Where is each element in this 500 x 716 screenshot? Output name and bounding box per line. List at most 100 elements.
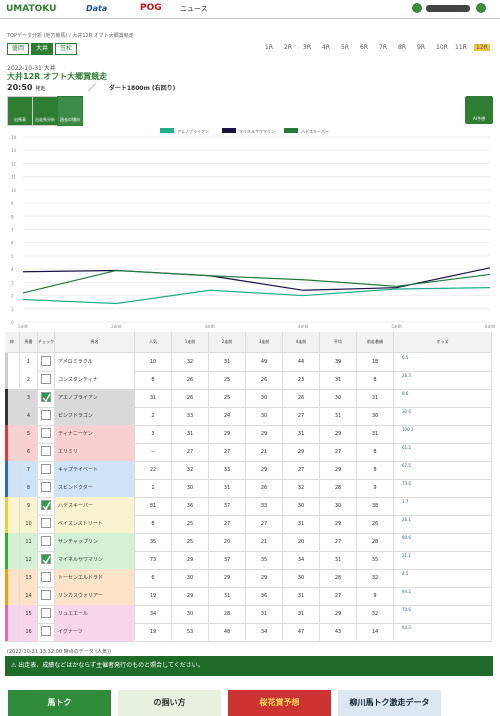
header-cell: 4走前 (283, 332, 320, 352)
checkbox[interactable] (38, 515, 55, 533)
race-number[interactable]: 11R (455, 44, 467, 51)
horse-number: 14 (20, 587, 38, 605)
stat-cell: 21 (246, 533, 283, 551)
checkbox[interactable] (38, 533, 55, 551)
race-number[interactable]: 10R (436, 44, 448, 51)
checkbox[interactable] (38, 389, 55, 407)
horse-name[interactable]: スピンドクター (55, 479, 135, 497)
check-box[interactable] (41, 536, 51, 546)
nav-data[interactable]: Data (86, 4, 108, 13)
x-tick-label: 5走前 (391, 323, 402, 328)
check-box[interactable] (41, 356, 51, 366)
horse-name[interactable]: マイネルサワマリン (55, 551, 135, 569)
timestamp: (2022-10-31 13:32:00 時点のデータ (人気)) (7, 649, 112, 655)
table-row: 16 イグナーツ 19 53 48 34 47 43 14 94.3 (5, 623, 492, 642)
legend-swatch (160, 128, 174, 133)
venue-tab[interactable]: 笠松 (55, 43, 77, 55)
odds-note: 70.6 (394, 605, 492, 623)
race-number[interactable]: 4R (322, 44, 330, 51)
horse-name[interactable]: イグナーツ (55, 623, 135, 641)
check-box[interactable] (41, 410, 51, 420)
horse-number: 1 (20, 353, 38, 371)
menu-button[interactable]: 出走馬分析 (32, 96, 58, 126)
banner[interactable]: 柳川馬トク激走データ (338, 690, 441, 716)
horse-name[interactable]: ベイスンストリート (55, 515, 135, 533)
horse-name[interactable]: サンチャップリン (55, 533, 135, 551)
horse-name[interactable]: エリミリ (55, 443, 135, 461)
stat-cell: 26 (172, 389, 209, 407)
horse-name[interactable]: コンスタンティナ (55, 371, 135, 389)
stat-cell: 30 (246, 407, 283, 425)
odds-note: 26.3 (394, 371, 492, 389)
checkbox[interactable] (38, 569, 55, 587)
checkbox[interactable] (38, 353, 55, 371)
check-box[interactable] (41, 500, 51, 511)
stat-cell: 37 (209, 551, 246, 569)
check-box[interactable] (41, 446, 51, 456)
race-number[interactable]: 8R (398, 44, 406, 51)
stat-cell: 6 (135, 569, 172, 587)
race-number[interactable]: 6R (360, 44, 368, 51)
nav-pog[interactable]: POG (140, 3, 162, 13)
menu-icon[interactable] (476, 3, 486, 13)
check-box[interactable] (41, 518, 51, 528)
ai-button[interactable]: AI予想 (465, 96, 493, 124)
check-box[interactable] (41, 590, 51, 600)
check-box[interactable] (41, 626, 51, 636)
checkbox[interactable] (38, 497, 55, 515)
checkbox[interactable] (38, 371, 55, 389)
check-box[interactable] (41, 572, 51, 582)
check-box[interactable] (41, 428, 51, 438)
venue-tab[interactable]: 盛岡 (7, 43, 29, 55)
horse-name[interactable]: キャプテイベート (55, 461, 135, 479)
stat-cell: 25 (172, 515, 209, 533)
horse-name[interactable]: リンカスウォリアー (55, 587, 135, 605)
venue-tab[interactable]: 大井 (31, 43, 53, 55)
check-box[interactable] (41, 554, 51, 565)
horse-name[interactable]: アエノブライアン (55, 389, 135, 407)
banner[interactable]: の掴い方 (118, 690, 221, 716)
check-box[interactable] (41, 374, 51, 384)
horse-name[interactable]: トーセンエルドラド (55, 569, 135, 587)
nav-news[interactable]: ニュース (180, 5, 208, 13)
race-number[interactable]: 2R (284, 44, 292, 51)
race-number[interactable]: 12R (474, 44, 490, 51)
menu-button[interactable]: 出馬表 (7, 96, 33, 126)
stat-cell: 27 (246, 515, 283, 533)
horse-name[interactable]: アメロミラクル (55, 353, 135, 371)
crumb[interactable]: TOPデータ分析 (地方競馬) (7, 33, 68, 39)
banner[interactable]: 馬トク (8, 690, 111, 716)
checkbox[interactable] (38, 443, 55, 461)
frame-color (5, 461, 20, 479)
checkbox[interactable] (38, 587, 55, 605)
check-box[interactable] (41, 464, 51, 474)
check-box[interactable] (41, 392, 51, 403)
frame-color (5, 569, 20, 587)
menu-button[interactable]: 過去の傾向 (57, 96, 83, 126)
horse-name[interactable]: リュエエール (55, 605, 135, 623)
stat-cell: 29 (209, 569, 246, 587)
check-box[interactable] (41, 608, 51, 618)
race-number[interactable]: 1R (265, 44, 273, 51)
y-tick-label: 10 (11, 188, 17, 193)
checkbox[interactable] (38, 407, 55, 425)
frame-color (5, 587, 20, 605)
race-number[interactable]: 3R (303, 44, 311, 51)
stat-cell: 31 (246, 605, 283, 623)
checkbox[interactable] (38, 605, 55, 623)
race-number[interactable]: 7R (379, 44, 387, 51)
check-box[interactable] (41, 482, 51, 492)
logo[interactable]: UMATOKU (6, 4, 57, 14)
race-number[interactable]: 5R (341, 44, 349, 51)
banner[interactable]: 桜花賞予想 (228, 690, 331, 716)
checkbox[interactable] (38, 551, 55, 569)
checkbox[interactable] (38, 461, 55, 479)
horse-name[interactable]: ティナニーゲン (55, 425, 135, 443)
horse-name[interactable]: ハデスキーパー (55, 497, 135, 515)
user-icon[interactable] (412, 3, 422, 13)
checkbox[interactable] (38, 479, 55, 497)
checkbox[interactable] (38, 425, 55, 443)
horse-name[interactable]: ピンフドラゴン (55, 407, 135, 425)
race-number[interactable]: 9R (417, 44, 425, 51)
checkbox[interactable] (38, 623, 55, 641)
